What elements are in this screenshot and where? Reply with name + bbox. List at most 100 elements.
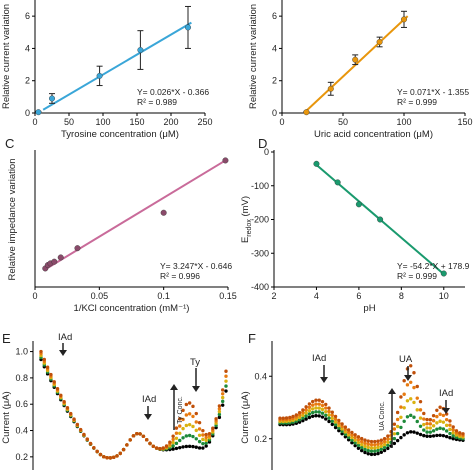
curve-point <box>438 419 442 423</box>
curve-point <box>359 448 364 453</box>
curve-point <box>350 441 354 445</box>
data-point <box>440 270 447 277</box>
curve-point <box>373 446 377 450</box>
curve-point <box>88 441 93 446</box>
curve-point <box>108 456 113 460</box>
curve-point <box>369 446 374 450</box>
curve-point <box>441 420 446 424</box>
curve-point <box>294 413 299 417</box>
curve-point <box>422 428 426 432</box>
panel-label: C <box>5 136 14 151</box>
curve-point <box>111 455 116 460</box>
annotation-iad: IAd <box>312 353 326 364</box>
curve-point <box>405 415 410 419</box>
curve-point <box>386 446 390 451</box>
curve-point <box>310 414 315 419</box>
curve-point <box>327 406 331 410</box>
curve-point <box>451 434 455 438</box>
curve-point <box>310 403 315 407</box>
y-tick-label: 0.2 <box>15 452 28 462</box>
data-point <box>51 258 58 265</box>
curve-point <box>369 449 374 453</box>
curve-point <box>201 441 205 446</box>
curve-point <box>217 412 222 417</box>
curve-point <box>431 413 436 418</box>
curve-point <box>297 413 302 417</box>
y-axis-label: Relative impedance variation <box>7 159 18 281</box>
curve-point <box>327 416 331 420</box>
curve-point <box>194 420 198 424</box>
curve-point <box>197 446 202 450</box>
curve-point <box>59 393 63 397</box>
x-tick-label: 200 <box>163 117 178 127</box>
x-tick-label: 10 <box>439 291 449 301</box>
curve-point <box>151 444 156 448</box>
curve-point <box>135 431 139 436</box>
curve-point <box>405 383 410 387</box>
curve-point <box>201 437 205 442</box>
curve-point <box>320 415 325 419</box>
curve-point <box>373 452 377 457</box>
data-point <box>160 209 167 216</box>
curve-point <box>359 442 364 447</box>
curve-point <box>395 431 400 436</box>
curve-point <box>386 443 390 448</box>
curve-point <box>171 440 175 445</box>
curve-point <box>340 424 344 429</box>
curve-point <box>431 429 436 433</box>
panel-e-tyrosine-voltammograms: E 0.2 0.4 0.6 0.8 1.0 Current (μA) IAd IAd Ty Ty C… <box>1 331 228 470</box>
curve-point <box>304 417 308 421</box>
curve-point <box>337 423 341 428</box>
curve-point <box>49 372 53 377</box>
arrow-ua-conc-head <box>388 388 396 394</box>
curve-point <box>333 425 338 430</box>
data-point <box>49 95 56 102</box>
annotation-ty-conc: Ty Conc. <box>177 396 184 424</box>
curve-point <box>102 455 106 459</box>
curve-point <box>379 450 384 454</box>
curve-point <box>399 395 403 399</box>
curve-point <box>343 425 348 429</box>
curve-point <box>392 441 397 446</box>
curve-point <box>105 456 109 460</box>
curve-point <box>320 403 325 408</box>
curve-point <box>409 380 413 385</box>
curve-point <box>333 417 338 421</box>
curve-point <box>125 443 129 447</box>
curve-point <box>174 436 179 440</box>
curve-point <box>184 444 189 449</box>
curve-point <box>425 434 429 438</box>
curve-point <box>376 448 380 453</box>
curve-point <box>297 420 302 424</box>
curve-point <box>278 416 282 420</box>
curve-point <box>340 422 344 426</box>
y-tick-label: -400 <box>251 282 269 292</box>
curve-point <box>441 433 446 438</box>
curve-point <box>211 426 215 430</box>
curve-point <box>425 426 429 430</box>
curve-point <box>402 433 406 437</box>
curve-point <box>395 410 400 415</box>
y-tick-label: -200 <box>251 215 269 225</box>
curve-point <box>340 432 344 436</box>
curve-point <box>307 405 312 410</box>
curve-point <box>327 413 331 417</box>
curve-point <box>376 451 380 456</box>
curve-point <box>154 446 159 450</box>
data-point <box>327 85 334 92</box>
curve-point <box>224 384 228 388</box>
curve-point <box>138 432 142 436</box>
curve-point <box>204 444 208 448</box>
curve-point <box>343 432 348 437</box>
arrow-iad-head <box>59 350 67 356</box>
curve-point <box>184 423 189 428</box>
curve-point <box>307 415 312 420</box>
curve-point <box>431 419 436 423</box>
curve-point <box>359 445 364 450</box>
curve-point <box>418 416 423 420</box>
y-axis-label: Current (μA) <box>240 391 251 443</box>
curve-point <box>310 410 315 415</box>
curve-point <box>428 430 433 434</box>
curve-point <box>178 445 182 450</box>
